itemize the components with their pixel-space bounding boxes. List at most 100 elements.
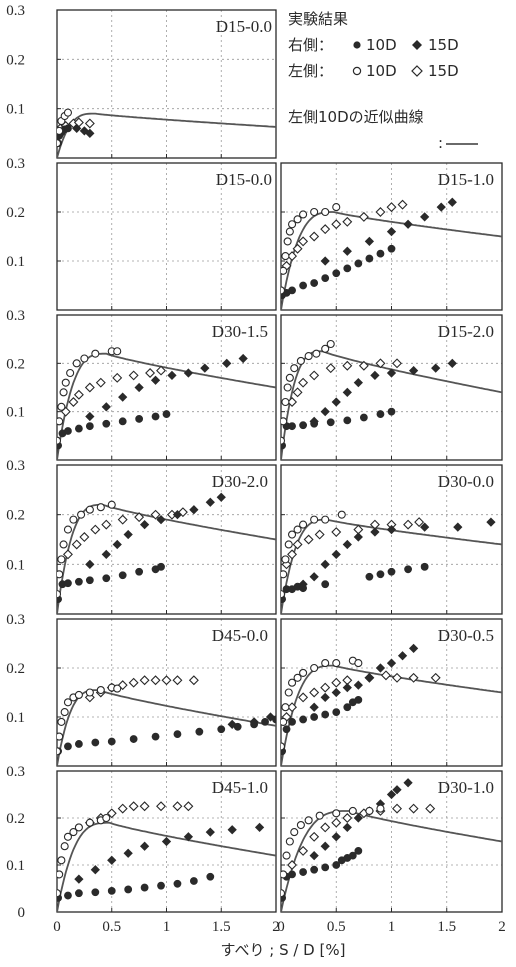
panel-D45-1.0: D45-1.0: [56, 770, 277, 913]
point-right-15D: [447, 358, 457, 368]
point-left-10D: [77, 510, 86, 519]
x-axis-label: すべり ; S / D [%]: [221, 941, 346, 959]
point-right-15D: [79, 126, 89, 136]
point-left-15D: [172, 675, 183, 686]
point-left-10D: [63, 525, 72, 534]
legend-right-15d-marker: [412, 40, 422, 50]
point-right-15D: [370, 527, 380, 537]
point-right-15D: [375, 663, 386, 673]
point-left-10D: [290, 364, 299, 373]
point-left-15D: [408, 803, 419, 814]
point-left-15D: [71, 539, 82, 550]
point-right-10D: [321, 580, 330, 589]
legend-left-10d-label: 10D: [366, 62, 397, 80]
point-left-15D: [375, 358, 386, 369]
legend-left-label: 左側：: [288, 62, 333, 80]
point-left-10D: [293, 673, 302, 682]
point-left-10D: [290, 828, 299, 837]
point-left-15D: [375, 207, 386, 217]
point-left-15D: [358, 360, 369, 371]
point-right-15D: [156, 515, 166, 525]
point-right-15D: [420, 522, 430, 532]
point-left-15D: [309, 687, 320, 698]
point-left-10D: [321, 207, 330, 217]
point-right-10D: [310, 713, 319, 721]
point-right-15D: [353, 532, 363, 542]
point-left-10D: [57, 402, 66, 411]
point-right-15D: [320, 841, 330, 851]
panel-title: D15-1.0: [438, 170, 494, 189]
point-left-10D: [113, 347, 122, 356]
point-right-15D: [386, 524, 397, 535]
point-left-10D: [321, 344, 330, 353]
point-left-10D: [59, 540, 68, 549]
legend-right-10d-marker: [353, 41, 361, 49]
point-right-15D: [353, 813, 363, 823]
point-right-15D: [123, 848, 133, 858]
point-left-15D: [128, 677, 139, 688]
point-left-10D: [69, 828, 78, 837]
point-left-10D: [57, 417, 64, 426]
point-right-15D: [453, 522, 463, 532]
y-tick-label: 0.2: [6, 52, 25, 68]
point-right-15D: [123, 529, 133, 540]
point-right-15D: [112, 539, 122, 550]
point-right-10D: [151, 412, 160, 421]
panel-D15-2.0: D15-2.0: [280, 314, 503, 461]
panel-D15-1.0: D15-1.0: [280, 162, 503, 311]
point-left-10D: [299, 520, 308, 529]
x-tick-label: 0.5: [327, 919, 346, 935]
panel-title: D45-1.0: [212, 778, 268, 797]
point-left-15D: [117, 803, 128, 814]
point-right-15D: [74, 874, 84, 884]
point-left-10D: [91, 349, 100, 358]
point-right-10D: [321, 863, 330, 872]
point-left-15D: [342, 216, 353, 227]
point-left-15D: [292, 243, 303, 254]
y-tick-label: 0.3: [6, 3, 25, 19]
point-right-10D: [354, 847, 363, 855]
point-right-15D: [101, 549, 111, 560]
x-tick-label: 1.5: [437, 919, 456, 935]
point-right-10D: [64, 277, 71, 284]
point-left-15D: [392, 803, 403, 814]
point-right-10D: [64, 427, 72, 435]
point-right-10D: [64, 891, 72, 900]
point-right-10D: [282, 725, 291, 734]
point-left-10D: [72, 359, 81, 368]
panel-D15-0.0: D15-0.0: [56, 162, 277, 311]
point-right-15D: [386, 789, 397, 800]
point-left-10D: [287, 678, 297, 687]
point-right-10D: [310, 279, 319, 287]
point-right-15D: [320, 407, 330, 417]
point-right-10D: [189, 877, 198, 885]
point-right-15D: [139, 841, 150, 851]
point-left-10D: [296, 356, 305, 365]
point-right-10D: [321, 274, 330, 283]
point-right-10D: [157, 562, 165, 571]
point-right-10D: [404, 565, 412, 574]
point-left-15D: [342, 813, 353, 823]
point-left-10D: [281, 397, 290, 407]
point-left-10D: [57, 555, 66, 564]
point-left-10D: [310, 515, 319, 524]
point-right-15D: [436, 202, 446, 212]
point-left-10D: [293, 215, 302, 224]
point-right-10D: [75, 424, 83, 433]
point-right-15D: [408, 365, 419, 376]
point-right-15D: [216, 492, 226, 502]
point-right-15D: [227, 719, 237, 729]
point-right-15D: [386, 226, 397, 237]
panel-title: D15-0.0: [216, 17, 272, 36]
legend-right-10d-label: 10D: [366, 36, 397, 54]
panel-D30-1.5: D30-1.5: [56, 314, 277, 461]
point-right-10D: [129, 735, 138, 743]
point-right-10D: [124, 885, 133, 894]
point-left-15D: [145, 368, 156, 378]
point-left-15D: [320, 822, 331, 833]
point-right-10D: [118, 571, 127, 580]
panel-data: [57, 492, 276, 614]
point-left-15D: [414, 517, 425, 528]
point-right-15D: [238, 353, 248, 364]
point-left-15D: [139, 675, 150, 686]
